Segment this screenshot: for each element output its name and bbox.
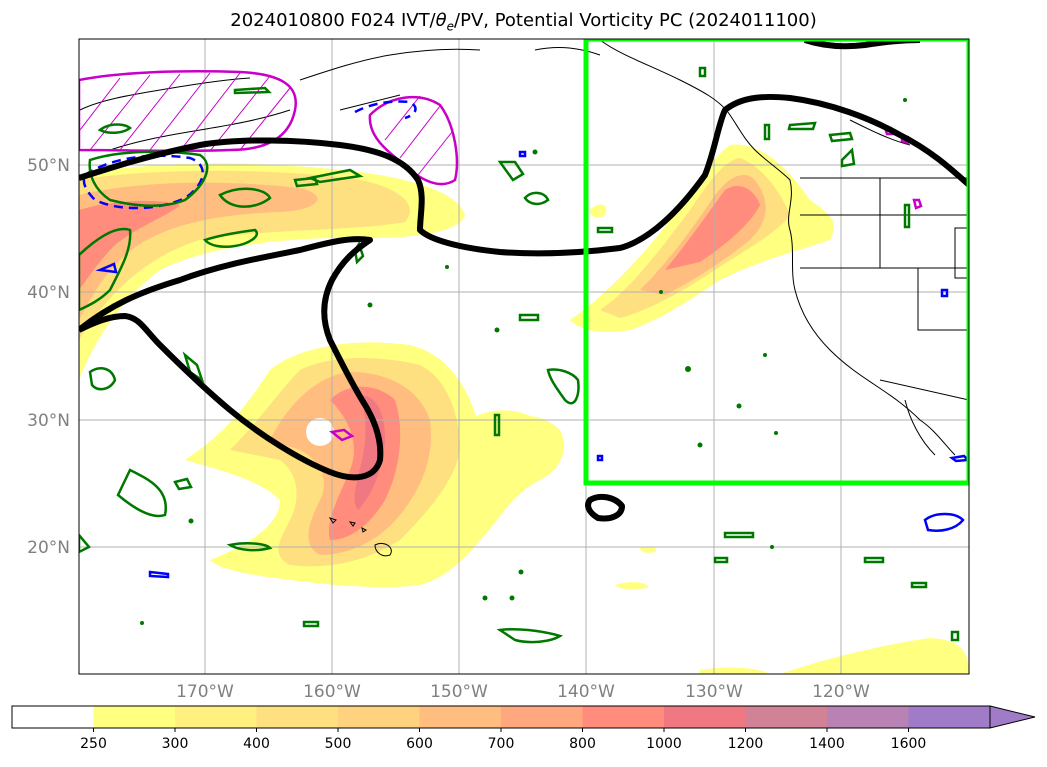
colorbar-segment — [12, 706, 94, 728]
lon-label: 130°W — [685, 682, 743, 702]
ivt-shading-small — [470, 410, 969, 674]
colorbar-tick-label: 250 — [80, 736, 107, 752]
colorbar-segment — [93, 706, 176, 728]
colorbar-segment — [419, 706, 502, 728]
colorbar-tick-label: 600 — [406, 736, 433, 752]
colorbar-segment — [745, 706, 828, 728]
colorbar: 250 300 400 500 600 700 800 1000 1200 1400 1600 — [11, 705, 1036, 752]
ivt-shading-central — [185, 342, 564, 588]
colorbar-tick-label: 1200 — [728, 736, 764, 752]
lon-label: 140°W — [557, 682, 615, 702]
colorbar-segment — [664, 706, 746, 728]
ivt-shading-northeast — [570, 144, 834, 332]
lon-label: 120°W — [812, 682, 870, 702]
lon-label: 150°W — [430, 682, 488, 702]
highlight-box — [583, 39, 969, 486]
longitude-labels: 170°W 160°W 150°W 140°W 130°W 120°W — [176, 682, 870, 702]
lat-label: 30°N — [27, 411, 70, 431]
colorbar-tick-label: 700 — [488, 736, 515, 752]
map-border — [78, 38, 970, 675]
colorbar-segment — [908, 706, 991, 728]
lon-label: 170°W — [176, 682, 234, 702]
colorbar-tick-label: 500 — [325, 736, 352, 752]
colorbar-tick-label: 400 — [243, 736, 270, 752]
green-contour-dots — [140, 98, 907, 625]
coastlines — [79, 39, 969, 456]
colorbar-tick-label: 800 — [569, 736, 596, 752]
colorbar-segment — [827, 706, 909, 728]
map-title: 2024010800 F024 IVT/θe/PV, Potential Vor… — [230, 10, 817, 34]
colorbar-segment — [582, 706, 665, 728]
colorbar-extend-arrow — [989, 705, 1036, 729]
lat-label: 50°N — [27, 156, 70, 176]
colorbar-tick-label: 1400 — [809, 736, 845, 752]
colorbar-segment — [175, 706, 257, 728]
colorbar-segment — [338, 706, 420, 728]
latitude-labels: 50°N 40°N 30°N 20°N — [27, 156, 70, 558]
lat-label: 40°N — [27, 283, 70, 303]
colorbar-segment — [256, 706, 339, 728]
hawaiian-islands — [328, 517, 392, 557]
colorbar-tick-label: 1600 — [891, 736, 927, 752]
colorbar-tick-label: 300 — [162, 736, 189, 752]
lat-label: 20°N — [27, 538, 70, 558]
colorbar-segment — [501, 706, 583, 728]
colorbar-tick-label: 1000 — [646, 736, 682, 752]
lon-label: 160°W — [303, 682, 361, 702]
magenta-hatching — [79, 72, 453, 176]
ivt-shading-northwest — [79, 163, 465, 380]
